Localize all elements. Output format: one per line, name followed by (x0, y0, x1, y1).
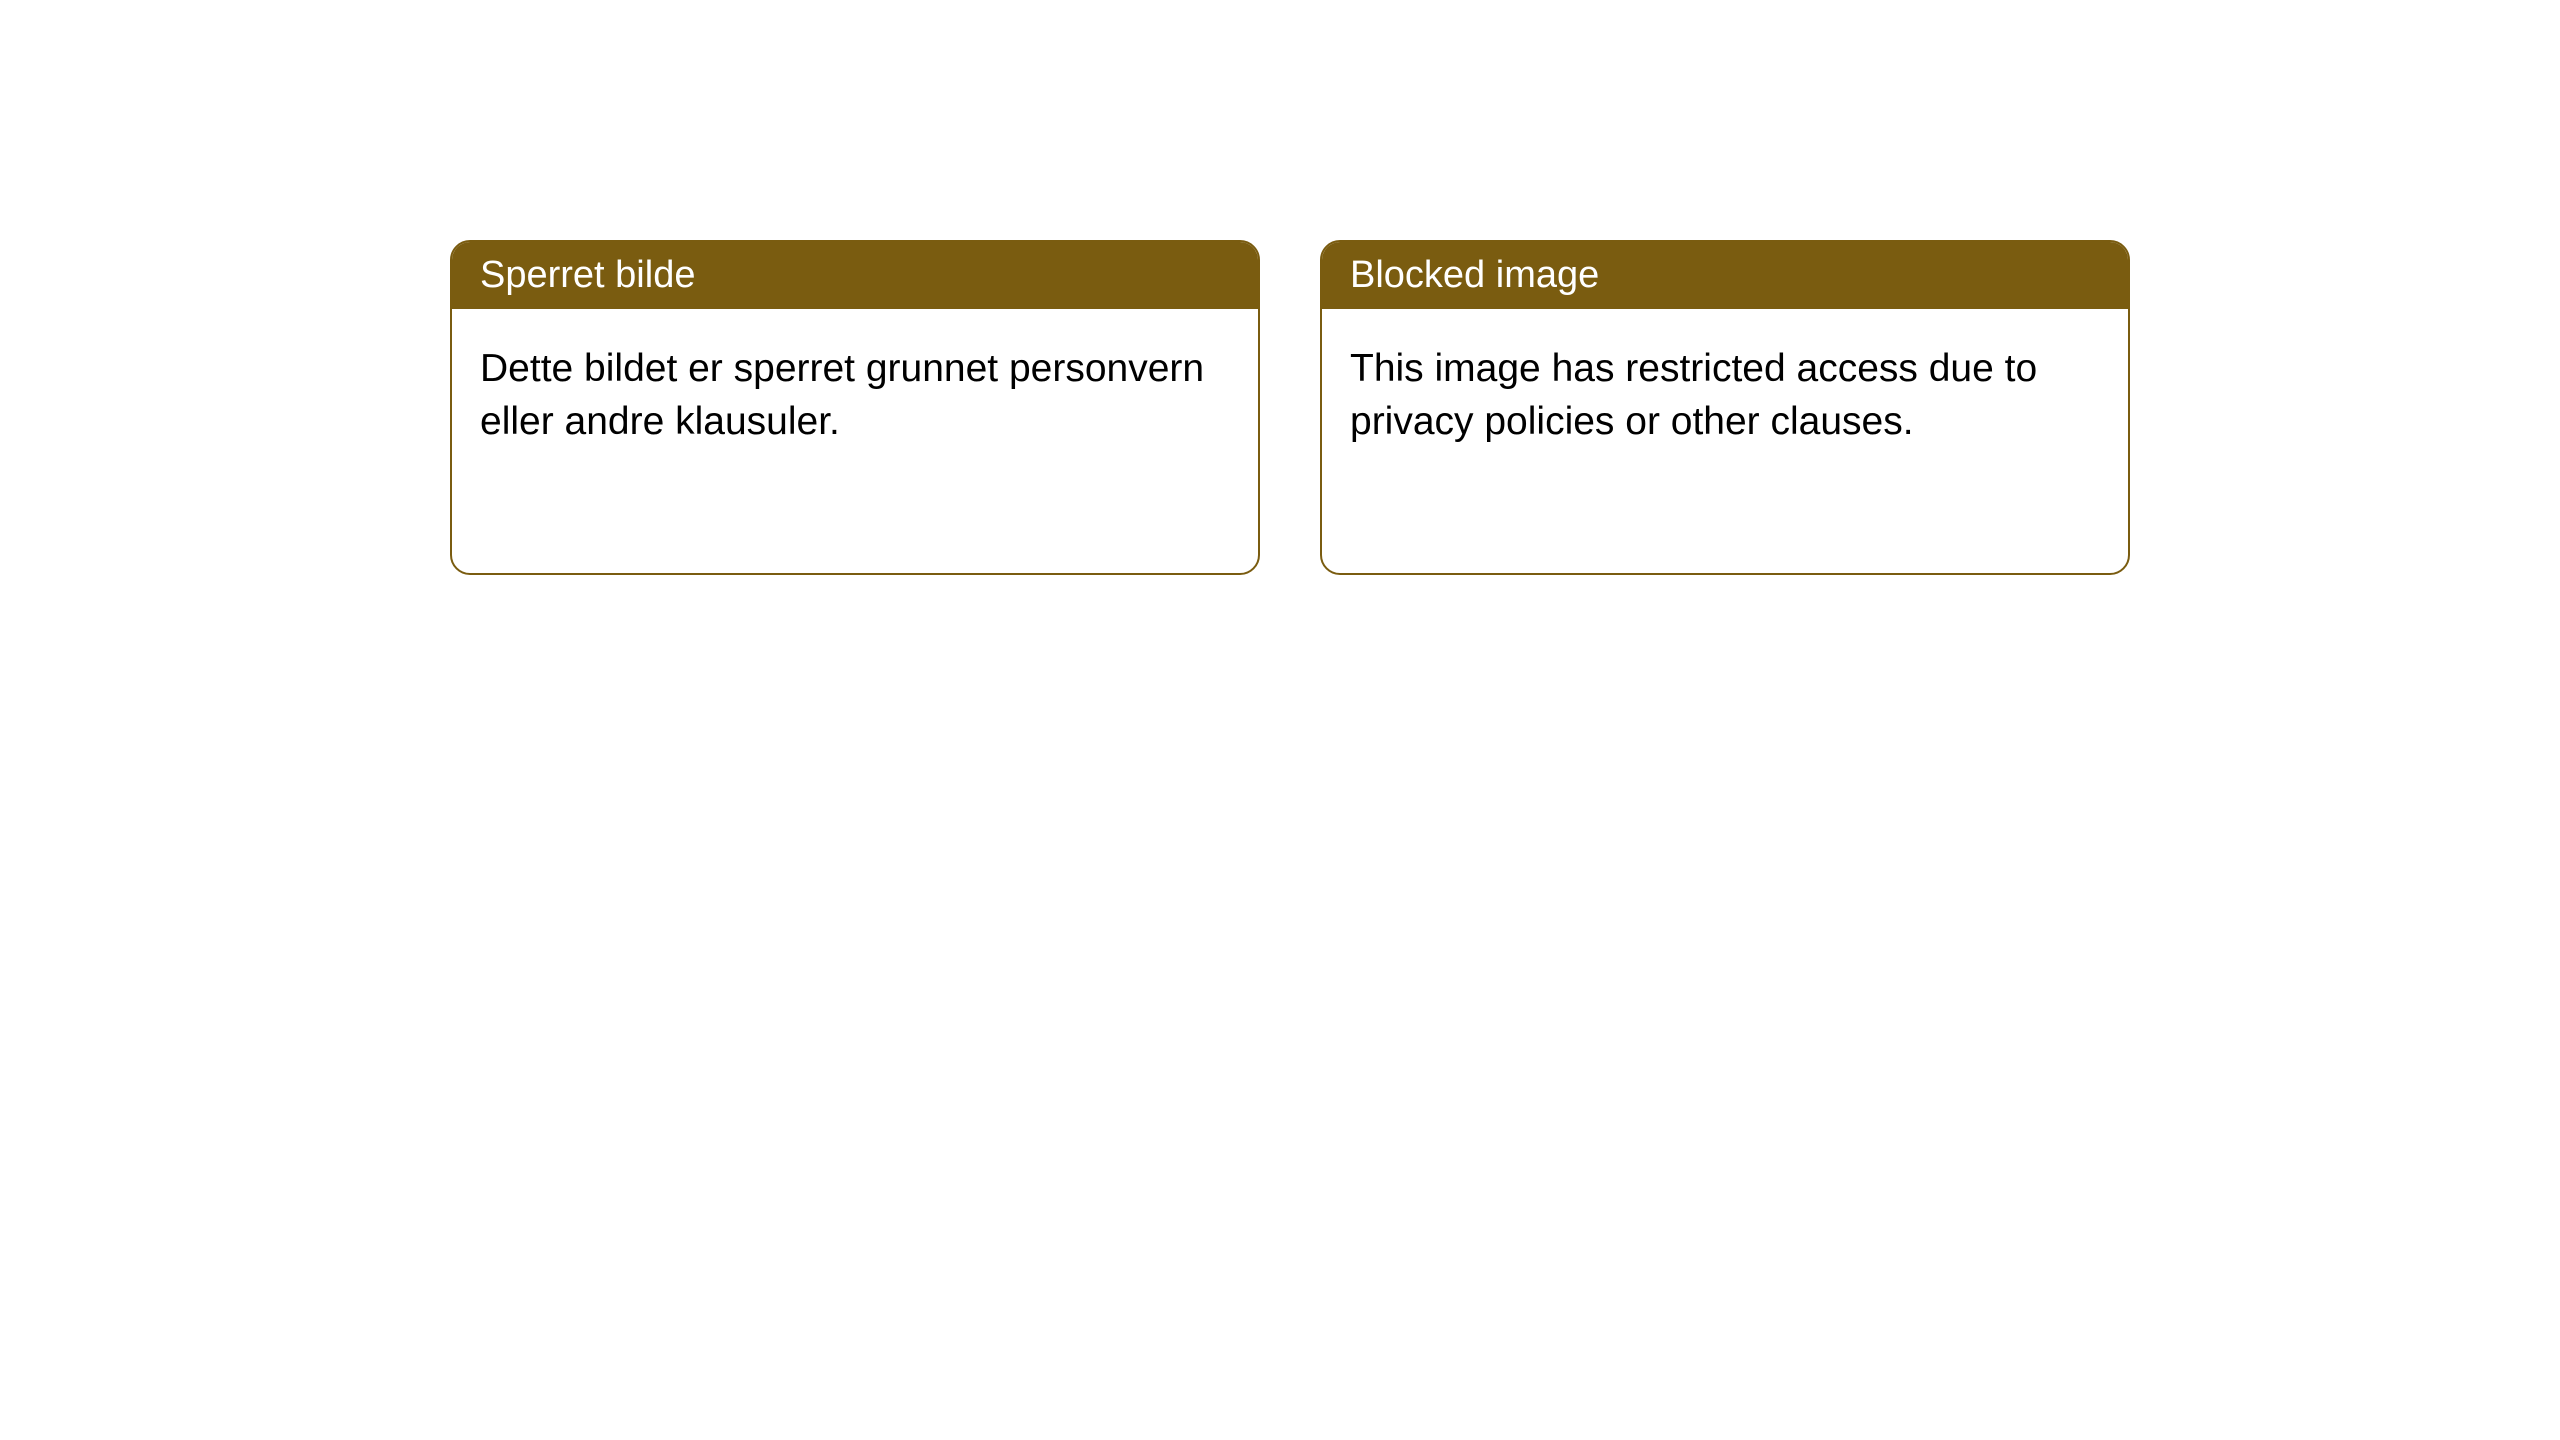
card-body-text: Dette bildet er sperret grunnet personve… (480, 347, 1204, 443)
blocked-image-card-en: Blocked image This image has restricted … (1320, 240, 2130, 575)
card-body: Dette bildet er sperret grunnet personve… (452, 309, 1258, 482)
card-body: This image has restricted access due to … (1322, 309, 2128, 482)
card-body-text: This image has restricted access due to … (1350, 347, 2037, 443)
card-header: Sperret bilde (452, 242, 1258, 309)
card-title: Sperret bilde (480, 254, 695, 296)
blocked-image-card-no: Sperret bilde Dette bildet er sperret gr… (450, 240, 1260, 575)
card-header: Blocked image (1322, 242, 2128, 309)
card-title: Blocked image (1350, 254, 1599, 296)
notice-container: Sperret bilde Dette bildet er sperret gr… (0, 0, 2560, 575)
